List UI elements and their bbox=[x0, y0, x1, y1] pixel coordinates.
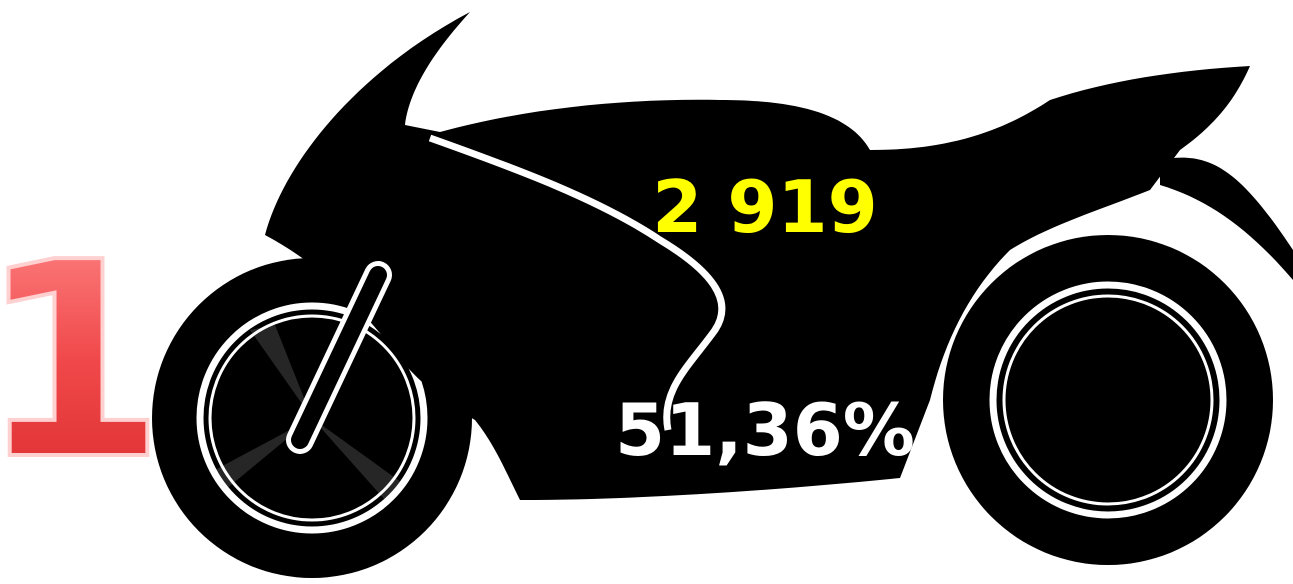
infographic: 1 2 919 51,36% bbox=[0, 0, 1293, 584]
share-label: 51,36% bbox=[615, 388, 915, 472]
motorcycle bbox=[152, 12, 1293, 578]
page: 1 2 919 51,36% (() => { const data = JSO… bbox=[0, 0, 1293, 584]
rank-number: 1 bbox=[0, 204, 166, 519]
count-label: 2 919 bbox=[652, 165, 877, 249]
